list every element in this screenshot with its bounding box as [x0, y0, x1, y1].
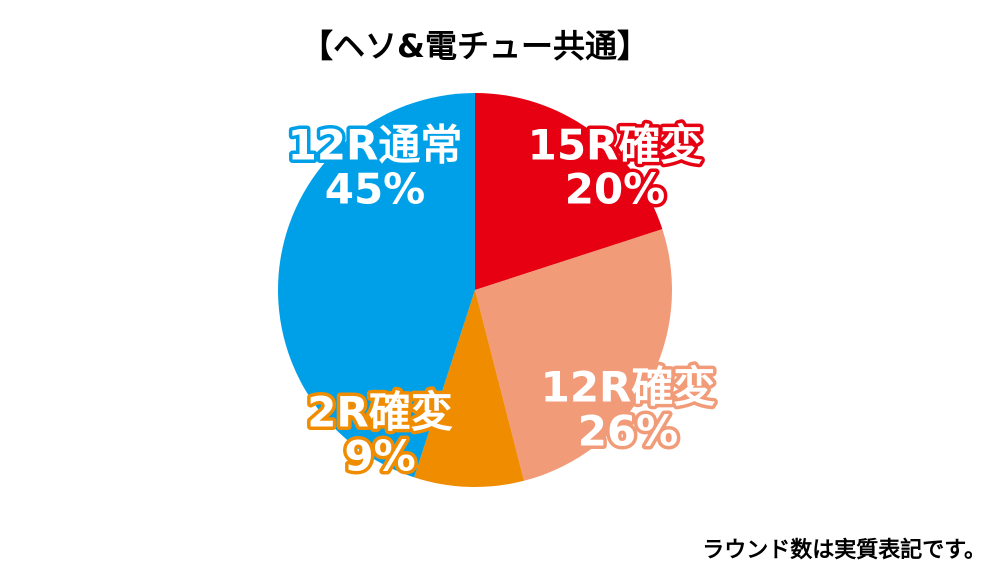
footnote: ラウンド数は実質表記です。 [702, 537, 986, 563]
pie-slice [414, 290, 524, 487]
slice-label: 12R確変 [541, 363, 716, 412]
slice-value-label: 9% [344, 432, 415, 481]
pie-slice [278, 93, 475, 478]
chart-title: 【ヘソ&電チュー共通】 [301, 27, 649, 65]
slice-value-label: 20% [565, 165, 666, 214]
slice-value-label: 26% [578, 407, 679, 456]
pie-slice [475, 93, 663, 290]
slice-label: 2R確変 [307, 388, 453, 437]
slice-value-label: 45% [325, 165, 426, 214]
slice-label: 12R通常 [288, 121, 463, 170]
slice-label: 15R確変 [528, 121, 703, 170]
pie-slice [475, 229, 672, 481]
